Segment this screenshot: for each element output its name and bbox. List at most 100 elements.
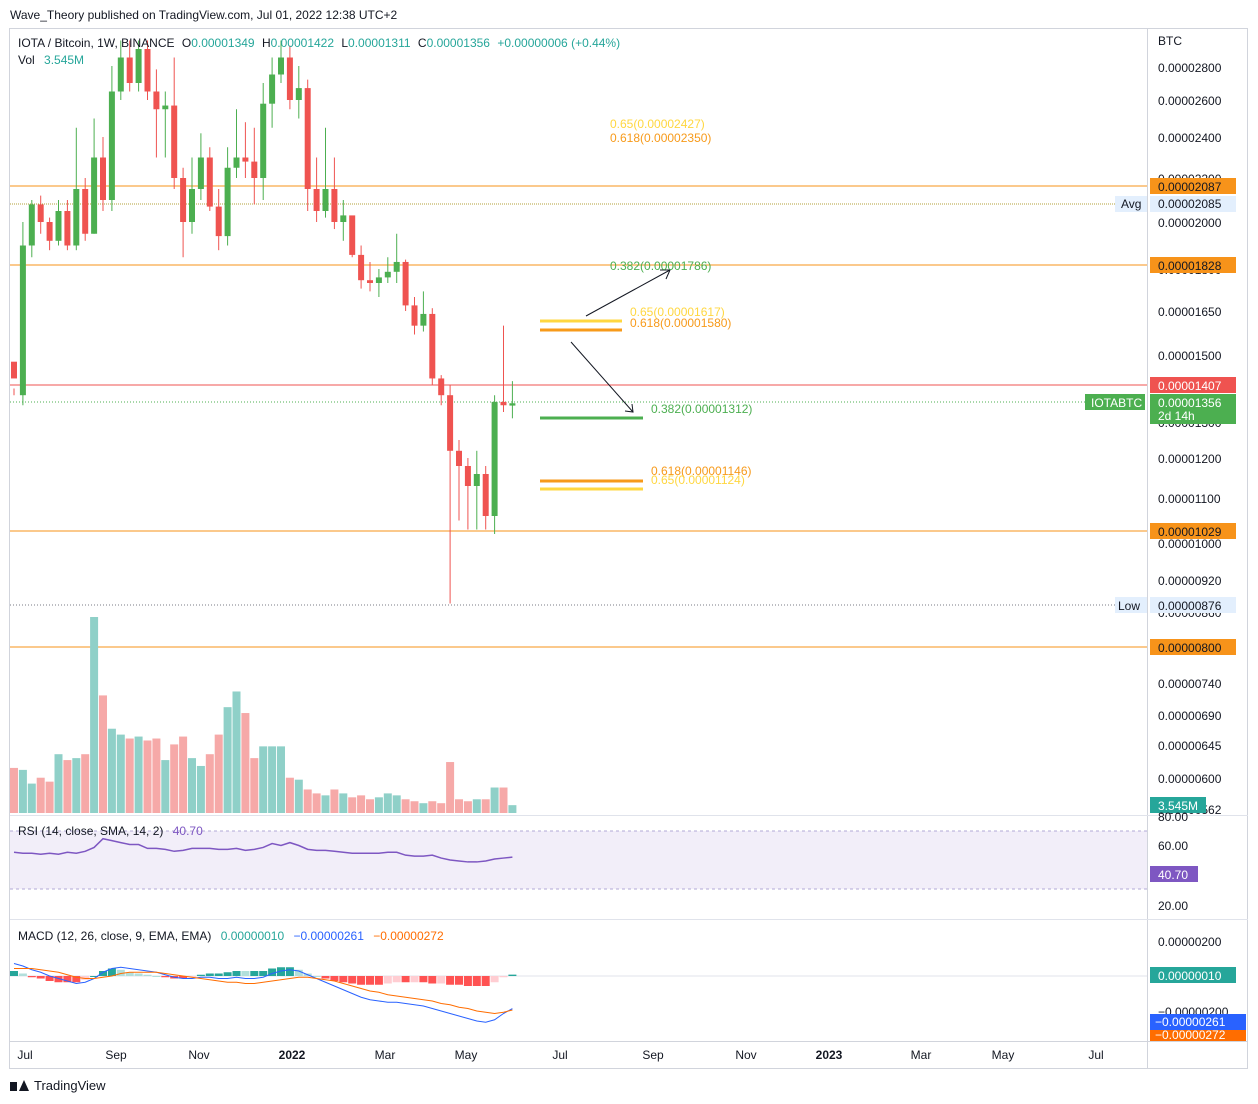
candle-body[interactable] xyxy=(367,280,373,283)
price-unit: BTC xyxy=(1158,34,1182,48)
candle-body[interactable] xyxy=(135,49,142,83)
arrow-down-line[interactable] xyxy=(570,341,634,413)
rsi-tick-60: 60.00 xyxy=(1158,839,1188,853)
footer-brand[interactable]: TradingView xyxy=(10,1078,106,1093)
candle-body[interactable] xyxy=(233,157,240,168)
macd-histogram-bar xyxy=(321,976,330,979)
candle-body[interactable] xyxy=(358,254,365,281)
macd-histogram-bar xyxy=(36,976,45,979)
candle-body[interactable] xyxy=(464,466,471,486)
candle-body[interactable] xyxy=(224,167,231,237)
volume-bar xyxy=(481,799,490,813)
arrow-up-line[interactable] xyxy=(585,269,671,317)
candle-body[interactable] xyxy=(295,88,302,100)
candle-body[interactable] xyxy=(375,277,382,283)
candle-body[interactable] xyxy=(500,401,507,406)
candle-body[interactable] xyxy=(126,57,133,84)
candle-body[interactable] xyxy=(108,91,115,201)
candle-body[interactable] xyxy=(429,313,436,379)
price-tick: 0.00001200 xyxy=(1158,452,1222,466)
macd-histogram-bar xyxy=(312,976,321,977)
macd-histogram-bar xyxy=(72,976,81,983)
candle-body[interactable] xyxy=(331,189,338,222)
volume-bar xyxy=(72,758,81,813)
candle-body[interactable] xyxy=(491,401,498,516)
rsi-legend: RSI (14, close, SMA, 14, 2) 40.70 xyxy=(18,824,203,838)
candle-body[interactable] xyxy=(393,261,400,272)
time-label: May xyxy=(992,1048,1015,1062)
candle-body[interactable] xyxy=(64,211,71,246)
candle-body[interactable] xyxy=(456,450,462,466)
candle-body[interactable] xyxy=(384,271,391,278)
candles[interactable] xyxy=(11,40,516,604)
candle-body[interactable] xyxy=(117,57,124,92)
volume-bar xyxy=(294,779,303,813)
time-label: Sep xyxy=(105,1048,127,1062)
macd-histogram-bar xyxy=(81,976,90,980)
time-label: Mar xyxy=(911,1048,932,1062)
candle-body[interactable] xyxy=(153,91,160,110)
tradingview-logo-icon xyxy=(10,1079,29,1092)
candle-body[interactable] xyxy=(37,204,44,222)
candle-body[interactable] xyxy=(340,215,347,222)
signal-series xyxy=(14,968,513,1015)
candle-body[interactable] xyxy=(322,189,329,211)
volume-bar xyxy=(312,793,321,813)
macd-histogram-bar xyxy=(410,976,419,983)
candle-body[interactable] xyxy=(260,103,267,178)
candle-body[interactable] xyxy=(55,211,62,241)
candle-body[interactable] xyxy=(73,189,80,246)
low-tag-label: Low xyxy=(1118,599,1140,613)
candle-body[interactable] xyxy=(304,88,311,189)
candle-body[interactable] xyxy=(313,189,320,211)
macd-histogram-bar xyxy=(63,976,72,983)
rsi-value-tag: 40.70 xyxy=(1158,868,1188,882)
candle-body[interactable] xyxy=(269,74,276,104)
macd-histogram-bar xyxy=(188,976,196,978)
macd-histogram-bar xyxy=(428,976,437,984)
candle-body[interactable] xyxy=(438,378,445,396)
candle-body[interactable] xyxy=(100,157,106,201)
macd-histogram-bar xyxy=(259,971,268,976)
candle-body[interactable] xyxy=(189,189,195,222)
candle-body[interactable] xyxy=(509,403,516,406)
candle-body[interactable] xyxy=(162,105,169,110)
price-tick: 0.00001500 xyxy=(1158,349,1222,363)
volume-bar xyxy=(214,734,223,813)
macd-histogram-bar xyxy=(143,974,152,976)
candle-body[interactable] xyxy=(28,204,35,246)
candle-body[interactable] xyxy=(46,222,53,241)
volume-bar xyxy=(45,781,54,813)
volume-bar xyxy=(490,787,499,813)
macd-histogram-bar xyxy=(294,969,303,976)
candle-body[interactable] xyxy=(251,161,258,178)
candle-body[interactable] xyxy=(278,57,284,75)
candle-body[interactable] xyxy=(447,395,454,451)
candle-body[interactable] xyxy=(171,105,178,178)
candle-body[interactable] xyxy=(91,157,98,234)
candle-body[interactable] xyxy=(349,215,356,255)
macd-histogram-bar xyxy=(90,976,99,977)
candle-body[interactable] xyxy=(144,49,151,92)
candle-body[interactable] xyxy=(197,157,204,190)
candle-body[interactable] xyxy=(11,361,17,379)
volume-bar xyxy=(232,691,241,813)
candle-body[interactable] xyxy=(82,189,89,234)
candle-body[interactable] xyxy=(482,474,489,516)
candle-body[interactable] xyxy=(242,157,249,162)
candle-body[interactable] xyxy=(402,261,409,306)
candle-body[interactable] xyxy=(411,305,418,326)
rsi-band xyxy=(10,831,1147,889)
time-label: Mar xyxy=(375,1048,396,1062)
macd-histogram-bar xyxy=(99,971,107,976)
volume-bar xyxy=(455,799,463,813)
volume-bar xyxy=(116,734,125,813)
candle-body[interactable] xyxy=(473,474,480,486)
candle-body[interactable] xyxy=(215,206,222,237)
candle-body[interactable] xyxy=(180,178,187,222)
candle-body[interactable] xyxy=(19,245,26,396)
candle-body[interactable] xyxy=(286,57,293,101)
candle-body[interactable] xyxy=(420,313,427,326)
candle-body[interactable] xyxy=(206,157,213,207)
